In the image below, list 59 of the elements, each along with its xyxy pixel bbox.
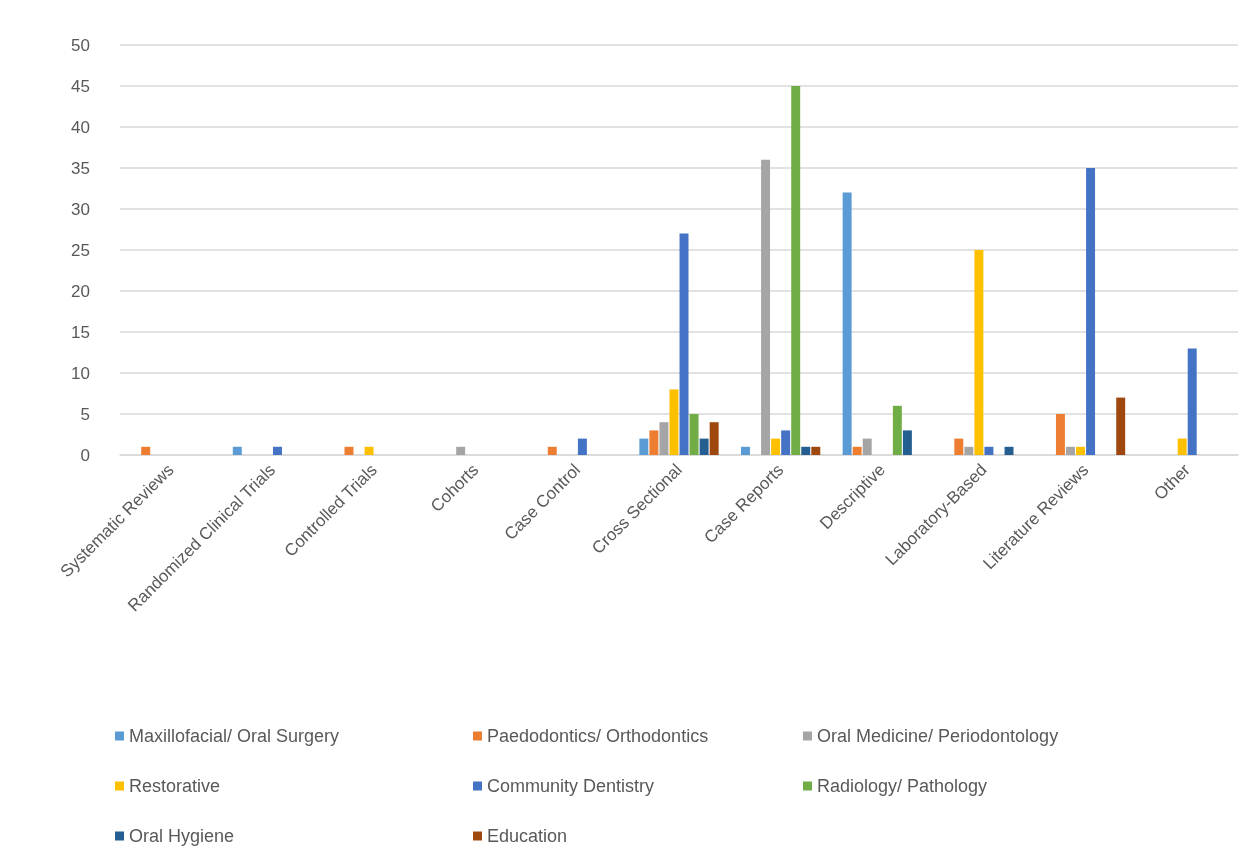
y-tick-label: 10: [71, 363, 90, 383]
legend-label: Oral Hygiene: [129, 826, 235, 846]
bar: [892, 405, 902, 455]
bar: [974, 250, 984, 455]
legend-label: Restorative: [129, 776, 221, 796]
bar: [577, 438, 587, 455]
bar: [1086, 168, 1096, 455]
legend-label: Radiology/ Pathology: [817, 776, 988, 796]
bar: [1055, 414, 1065, 455]
bar: [709, 422, 719, 455]
bar: [852, 446, 862, 455]
y-tick-label: 45: [71, 76, 90, 96]
y-tick-label: 40: [71, 117, 90, 137]
bar: [679, 233, 689, 455]
bar: [1116, 397, 1126, 455]
bar: [842, 192, 852, 455]
y-tick-label: 50: [71, 35, 90, 55]
y-tick-label: 15: [71, 322, 90, 342]
bar: [272, 446, 282, 455]
bar: [781, 430, 791, 455]
bar: [689, 414, 699, 455]
bar: [639, 438, 649, 455]
bar: [1187, 348, 1197, 455]
bar: [232, 446, 242, 455]
bar: [669, 389, 679, 455]
bar: [741, 446, 750, 455]
bar: [141, 446, 151, 455]
legend-label: Education: [487, 826, 568, 846]
bar: [364, 446, 374, 455]
bar: [1004, 446, 1014, 455]
y-tick-label: 30: [71, 199, 90, 219]
bar: [1066, 446, 1075, 455]
bar: [801, 446, 811, 455]
bar: [699, 438, 709, 455]
legend-label: Community Dentistry: [487, 776, 655, 796]
bar: [902, 430, 912, 455]
bar: [1177, 438, 1187, 455]
bar: [862, 438, 872, 455]
y-tick-label: 5: [80, 404, 90, 424]
bar: [1076, 446, 1086, 455]
bar: [761, 159, 771, 455]
bar: [344, 446, 354, 455]
legend-label: Paedodontics/ Orthodontics: [487, 726, 709, 746]
bar: [771, 438, 781, 455]
bar: [964, 446, 974, 455]
bar: [811, 446, 821, 455]
bar: [984, 446, 994, 455]
bar: [791, 86, 801, 455]
y-tick-label: 0: [80, 445, 90, 465]
legend-label: Maxillofacial/ Oral Surgery: [129, 726, 340, 746]
legend-label: Oral Medicine/ Periodontology: [817, 726, 1059, 746]
bar: [659, 422, 669, 455]
y-tick-label: 35: [71, 158, 90, 178]
bar: [547, 446, 557, 455]
y-tick-label: 25: [71, 240, 90, 260]
bar: [954, 438, 964, 455]
bar: [649, 430, 659, 455]
y-tick-label: 20: [71, 281, 90, 301]
bar: [456, 446, 466, 455]
